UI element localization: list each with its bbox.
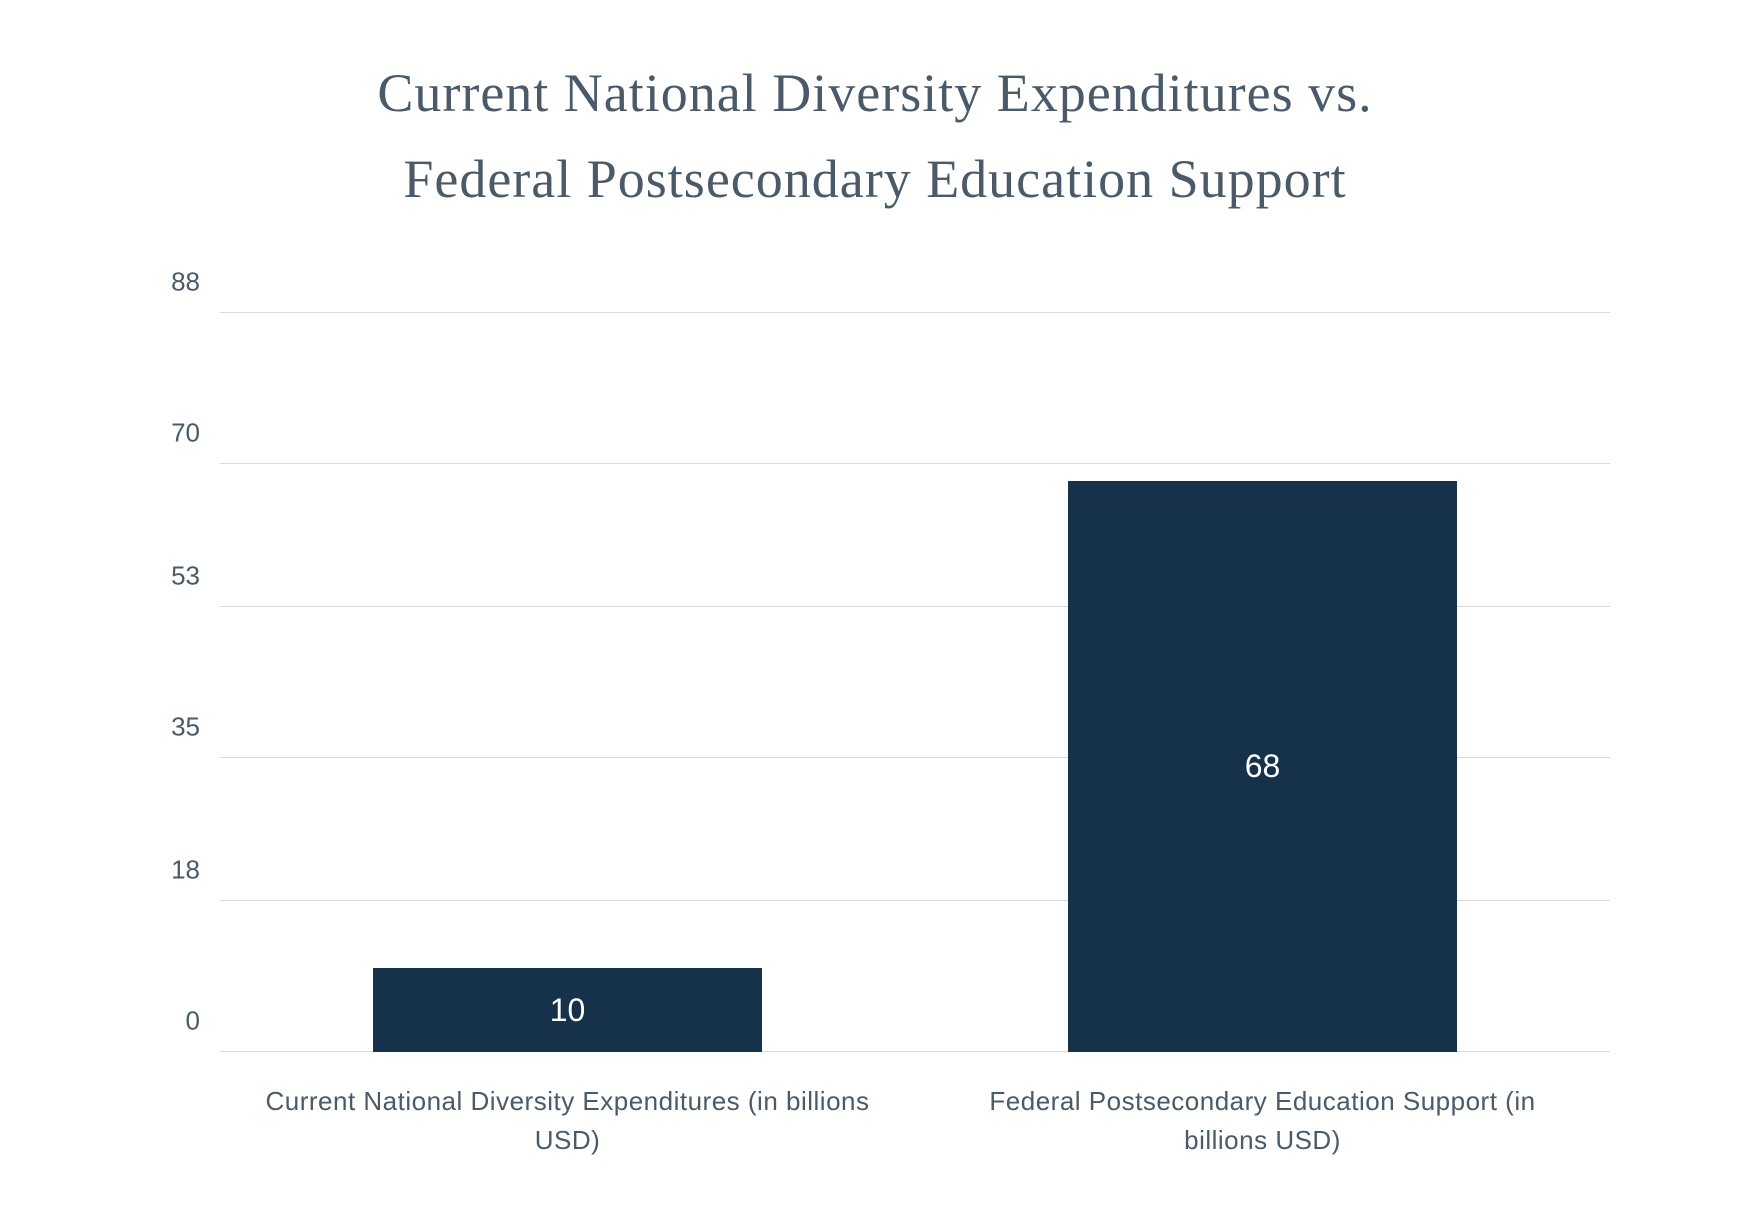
bar-slot: 68	[915, 313, 1610, 1052]
bars-row: 10 68	[220, 313, 1610, 1052]
y-tick-label: 0	[186, 1006, 200, 1037]
y-tick-label: 88	[171, 266, 200, 297]
y-tick-label: 70	[171, 418, 200, 449]
y-tick-label: 35	[171, 712, 200, 743]
bar: 10	[373, 968, 762, 1052]
bar-slot: 10	[220, 313, 915, 1052]
plot: 10 68	[220, 313, 1610, 1052]
x-axis-labels: Current National Diversity Expenditures …	[220, 1082, 1610, 1160]
bar-chart: Current National Diversity Expenditures …	[0, 0, 1750, 1220]
x-axis-label: Federal Postsecondary Education Support …	[915, 1082, 1610, 1160]
y-tick-label: 18	[171, 854, 200, 885]
x-axis-label: Current National Diversity Expenditures …	[220, 1082, 915, 1160]
y-tick-label: 53	[171, 560, 200, 591]
y-axis: 01835537088	[140, 313, 220, 1052]
chart-title-line2: Federal Postsecondary Education Support	[403, 149, 1346, 209]
bar-value-label: 68	[1245, 748, 1281, 785]
bar: 68	[1068, 481, 1457, 1052]
bar-value-label: 10	[550, 992, 586, 1029]
plot-area: 01835537088 1068	[140, 313, 1610, 1052]
chart-title: Current National Diversity Expenditures …	[140, 50, 1610, 223]
chart-title-line1: Current National Diversity Expenditures …	[377, 63, 1372, 123]
